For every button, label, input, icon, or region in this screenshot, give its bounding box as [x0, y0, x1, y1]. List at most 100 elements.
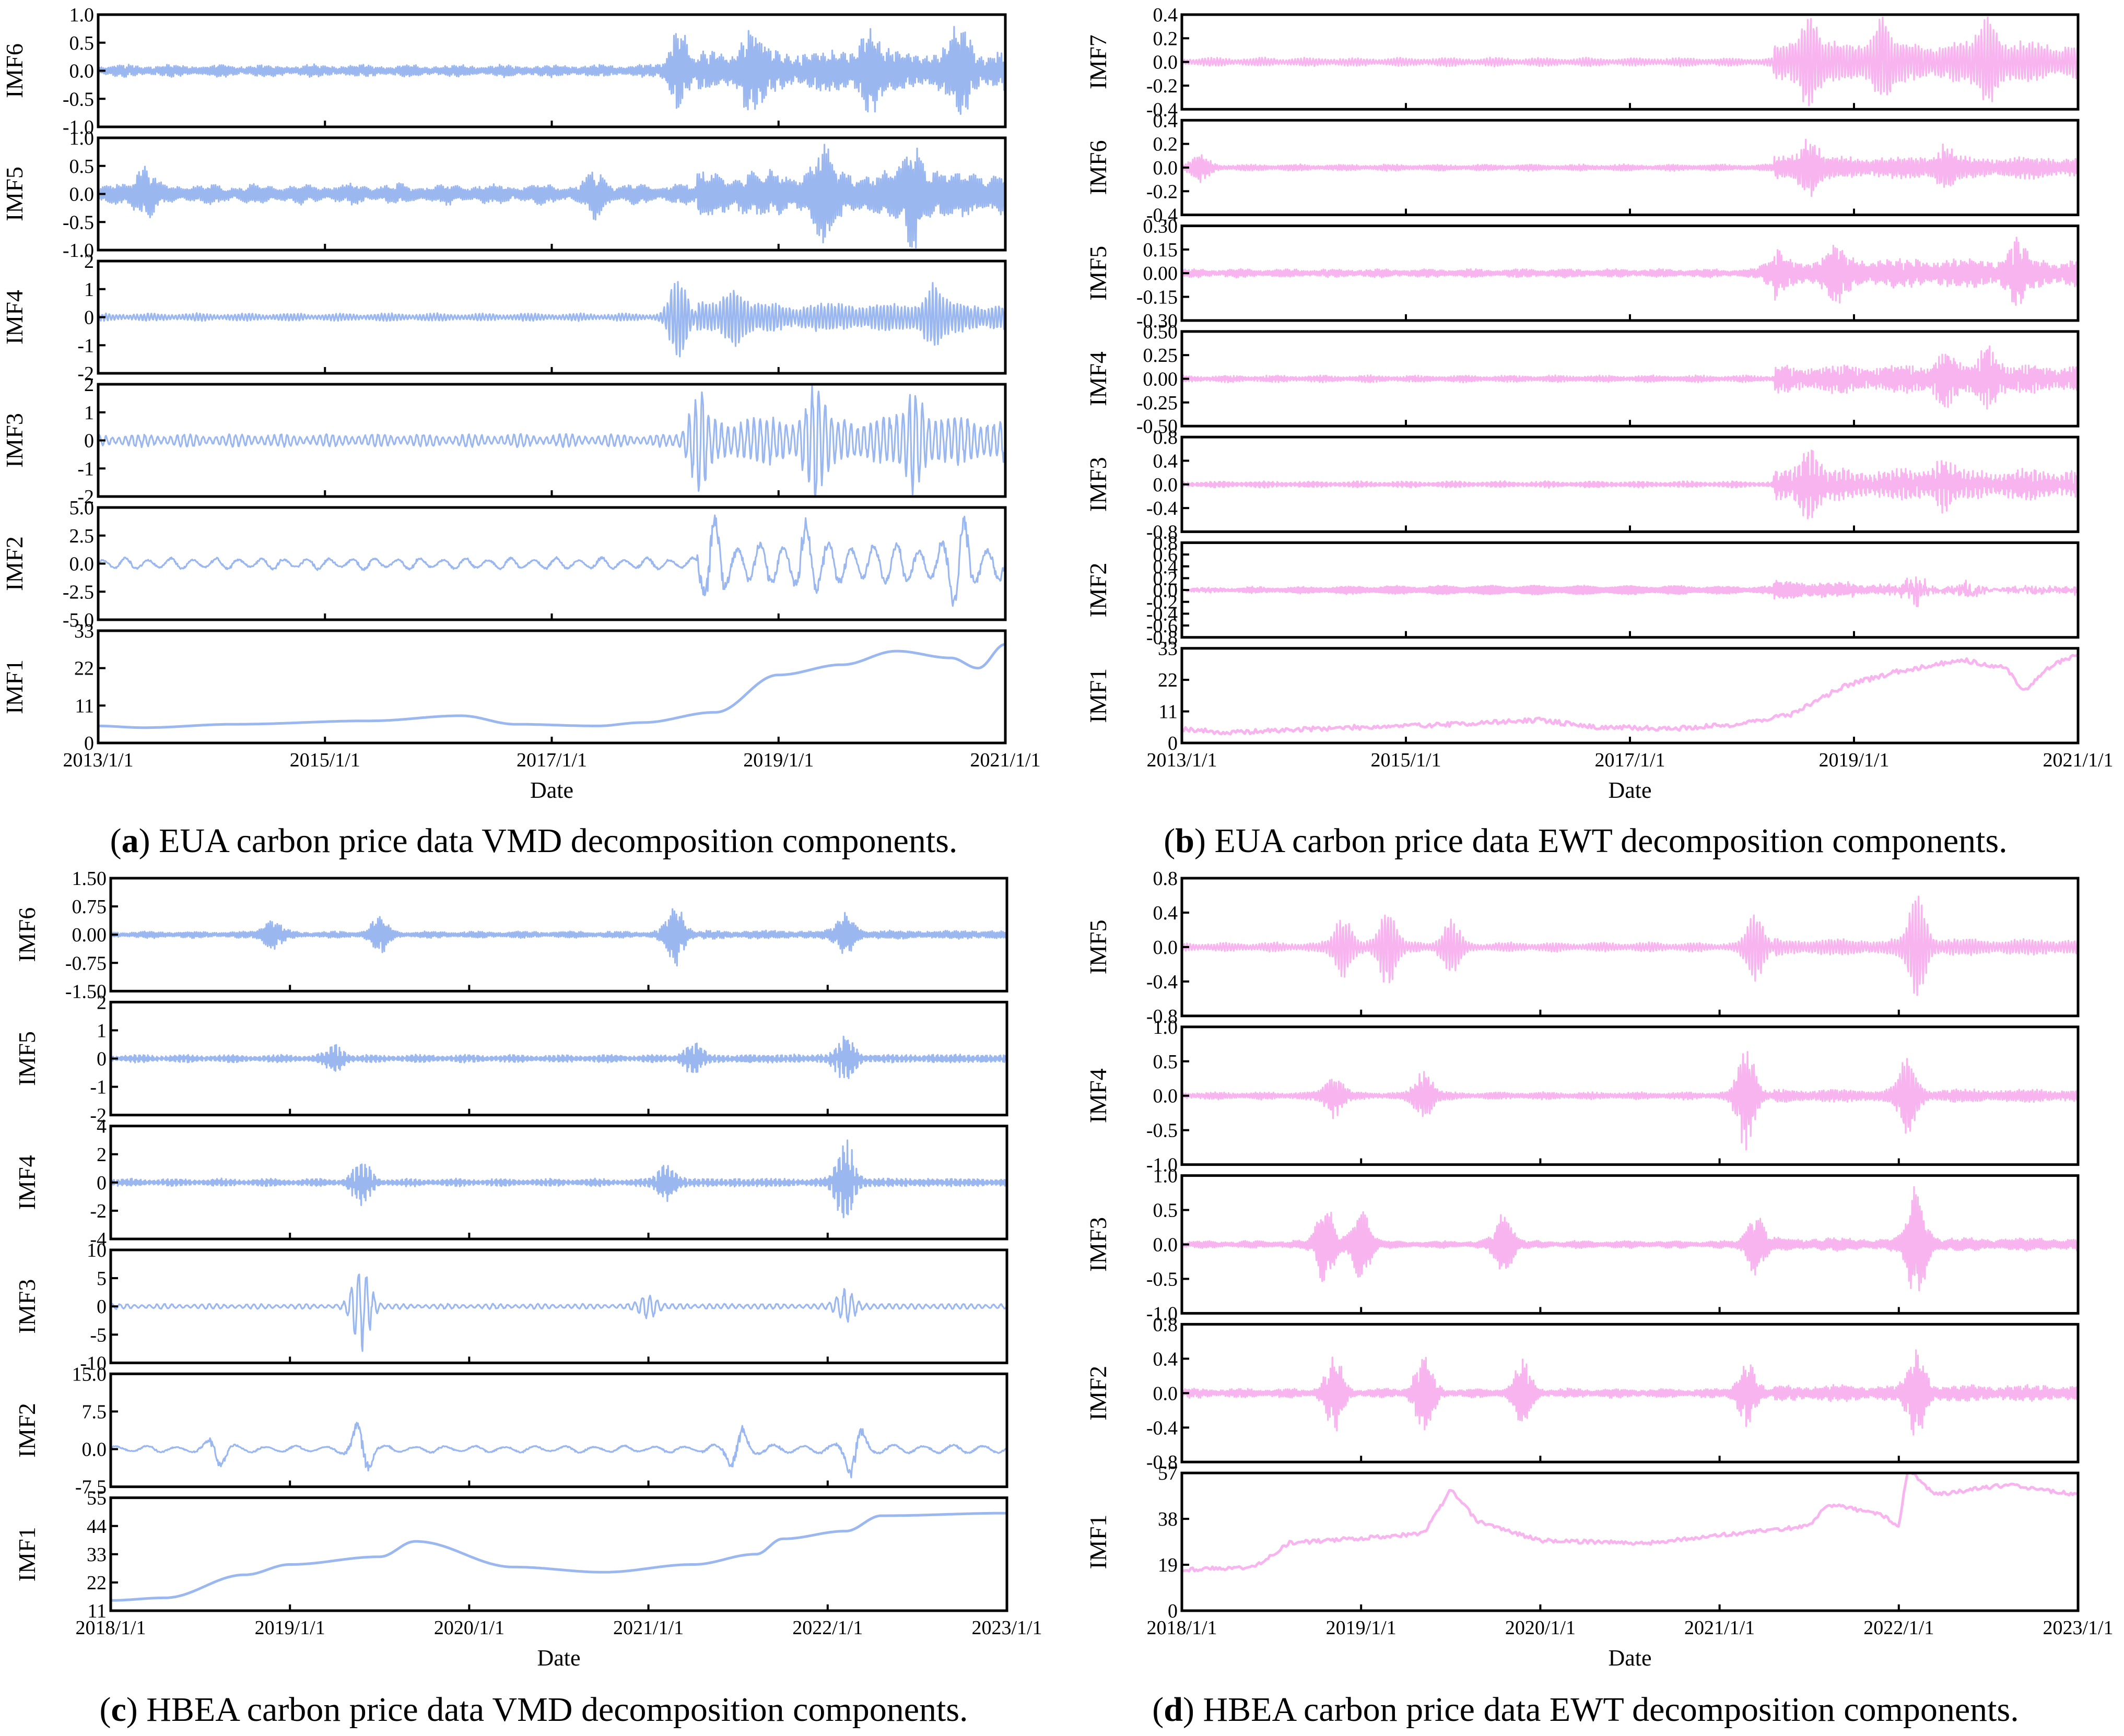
series-line-imf7: [1181, 16, 2079, 107]
y-axis-label: IMF3: [1, 413, 28, 468]
x-tick-label: 2020/1/1: [1505, 1617, 1576, 1639]
y-tick-label: 0.5: [69, 32, 95, 54]
subplot-imf2: 0.8 0.4 0.0 -0.4 -0.8 IMF2: [1085, 1314, 2080, 1473]
y-tick-label: 15.0: [72, 1363, 107, 1385]
y-tick-label: 38: [1158, 1508, 1178, 1530]
x-tick-label: 2022/1/1: [1863, 1617, 1934, 1639]
series-line-imf4: [1181, 345, 2079, 410]
y-tick-label: 0: [84, 733, 94, 754]
caption-c: (c) HBEA carbon price data VMD decomposi…: [99, 1691, 968, 1729]
series-line-imf5: [97, 144, 1006, 249]
y-tick-label: 0.8: [1153, 427, 1178, 448]
y-tick-label: 0.8: [1153, 868, 1178, 890]
y-tick-label: -4: [90, 1229, 107, 1250]
y-tick-label: -0.2: [1146, 75, 1178, 97]
y-tick-label: 22: [1158, 669, 1178, 691]
y-tick-label: 0.5: [69, 156, 95, 178]
y-tick-label: 0.0: [1153, 1383, 1178, 1404]
y-tick-label: 0.0: [1153, 474, 1178, 496]
subplot-imf6: 0.40.20.0-0.2-0.4 IMF6: [1085, 110, 2080, 227]
y-tick-label: 0.5: [1153, 1200, 1178, 1222]
y-tick-label: -1.0: [1146, 1154, 1178, 1176]
series-line-imf6: [97, 26, 1006, 115]
series-line-imf2: [1181, 576, 2079, 607]
series-line-imf6: [1181, 138, 2079, 197]
series-line-imf2: [98, 514, 1006, 607]
x-axis-title: Date: [1608, 777, 1651, 803]
y-tick-label: 0.8: [1153, 1314, 1178, 1336]
y-tick-label: 11: [87, 1600, 107, 1622]
y-tick-label: -0.5: [63, 211, 94, 233]
y-tick-label: 2: [84, 374, 94, 396]
y-tick-label: 0.0: [69, 184, 95, 206]
y-tick-label: -0.2: [1146, 592, 1178, 613]
y-tick-label: -0.4: [1146, 205, 1178, 227]
x-axis-title: Date: [530, 777, 573, 803]
y-tick-label: 57: [1158, 1462, 1178, 1484]
y-tick-label: 5.0: [69, 497, 95, 519]
y-tick-label: 0: [97, 1296, 107, 1318]
y-axis-label: IMF1: [1, 659, 28, 714]
y-tick-label: 0.00: [1143, 263, 1178, 285]
y-axis-label: IMF5: [14, 1031, 40, 1086]
series-line-imf3: [1181, 1186, 2079, 1292]
y-axis-label: IMF5: [1085, 246, 1111, 301]
y-tick-label: 2.5: [69, 525, 95, 547]
subplot-imf1: 33 22 11 0 IMF1: [1, 620, 1007, 754]
x-tick-label: 2013/1/1: [63, 749, 133, 771]
y-tick-label: 0.0: [1153, 937, 1178, 959]
x-tick-label: 2013/1/1: [1146, 749, 1217, 771]
subplot-frame: [109, 1496, 1008, 1612]
y-tick-label: 0.0: [82, 1439, 107, 1461]
x-tick-label: 2021/1/1: [970, 749, 1040, 771]
subplot-imf5: 1.0 0.5 0.0 -0.5 -1.0 IMF5: [1, 127, 1007, 262]
y-tick-label: 0.0: [1153, 157, 1178, 179]
y-tick-label: 2: [97, 1144, 107, 1166]
y-tick-label: 1.0: [69, 127, 95, 149]
caption-a: (a) EUA carbon price data VMD decomposit…: [110, 822, 958, 860]
subplot-frame: [109, 1372, 1008, 1489]
y-axis-label: IMF7: [1085, 34, 1111, 89]
caption-b: (b) EUA carbon price data EWT decomposit…: [1164, 822, 2007, 860]
y-tick-label: -0.75: [65, 952, 107, 974]
y-tick-label: -5: [90, 1324, 107, 1346]
y-tick-label: 0.4: [1153, 110, 1178, 132]
series-line-imf4: [97, 281, 1006, 358]
y-axis-label: IMF4: [1085, 1068, 1111, 1123]
y-tick-label: -0.8: [1146, 521, 1178, 543]
subplot-imf6: 1.50 0.75 0.00 -0.75 -1.50 IMF6: [14, 868, 1008, 1002]
y-tick-label: 0.4: [1153, 1348, 1178, 1370]
y-tick-label: 1.0: [69, 4, 95, 26]
y-axis-label: IMF3: [1085, 457, 1111, 512]
y-tick-label: 0.0: [1153, 580, 1178, 601]
x-tick-label: 2017/1/1: [1594, 749, 1665, 771]
y-tick-label: -0.4: [1146, 99, 1178, 121]
y-tick-label: -0.50: [1136, 416, 1178, 438]
subplot-imf3: 0.80.40.0-0.4-0.8 IMF3: [1085, 427, 2080, 543]
y-tick-label: 55: [87, 1487, 107, 1509]
y-tick-label: 5: [97, 1268, 107, 1290]
y-tick-label: -1.0: [63, 116, 94, 138]
y-tick-label: 0.00: [1143, 369, 1178, 391]
y-tick-label: 0.0: [69, 61, 95, 82]
subplot-imf5: 2 1 0 -1 -2 IMF5: [14, 991, 1008, 1127]
y-tick-label: 19: [1158, 1554, 1178, 1576]
x-tick-label: 2015/1/1: [290, 749, 360, 771]
y-tick-label: 0: [1168, 733, 1178, 754]
y-tick-label: 0.5: [1153, 1051, 1178, 1073]
y-tick-label: 0.15: [1143, 239, 1178, 261]
y-tick-label: 0.50: [1143, 321, 1178, 343]
y-axis-label: IMF3: [14, 1279, 40, 1334]
subplot-imf6: 1.0 0.5 0.0 -0.5 -1.0 IMF6: [1, 4, 1007, 138]
y-axis-label: IMF6: [1, 43, 28, 98]
y-tick-label: 0.4: [1153, 450, 1178, 472]
y-tick-label: 22: [87, 1572, 107, 1594]
series-line-imf2: [110, 1422, 1008, 1479]
x-tick-label: 2019/1/1: [1326, 1617, 1397, 1639]
subplot-imf4: 2 1 0 -1 -2 IMF4: [1, 251, 1007, 385]
subplot-imf2: 0.80.60.40.20.0-0.2-0.4-0.6-0.8 IMF2: [1085, 532, 2080, 649]
y-tick-label: -5.0: [63, 609, 94, 631]
y-tick-label: 0.2: [1153, 568, 1178, 589]
series-line-imf2: [1181, 1349, 2079, 1436]
subplot-imf2: 15.0 7.5 0.0 -7.5 IMF2: [14, 1363, 1008, 1498]
